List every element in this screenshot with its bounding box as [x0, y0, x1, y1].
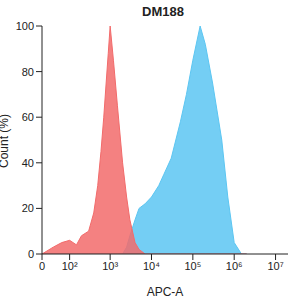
svg-text:10⁵: 10⁵ [184, 260, 201, 272]
svg-text:100: 100 [16, 20, 34, 32]
svg-text:40: 40 [22, 157, 34, 169]
svg-text:20: 20 [22, 202, 34, 214]
svg-text:Count (%): Count (%) [0, 114, 11, 168]
svg-text:80: 80 [22, 66, 34, 78]
svg-text:0: 0 [39, 260, 45, 272]
svg-text:10⁶: 10⁶ [226, 260, 243, 272]
svg-text:10²: 10² [62, 260, 78, 272]
svg-text:10³: 10³ [102, 260, 118, 272]
svg-text:0: 0 [28, 248, 34, 260]
svg-text:60: 60 [22, 111, 34, 123]
svg-text:APC-A: APC-A [147, 285, 184, 299]
svg-text:10⁷: 10⁷ [267, 260, 283, 272]
html-text:DM188: DM188 [142, 4, 184, 19]
svg-text:10⁴: 10⁴ [143, 260, 160, 272]
